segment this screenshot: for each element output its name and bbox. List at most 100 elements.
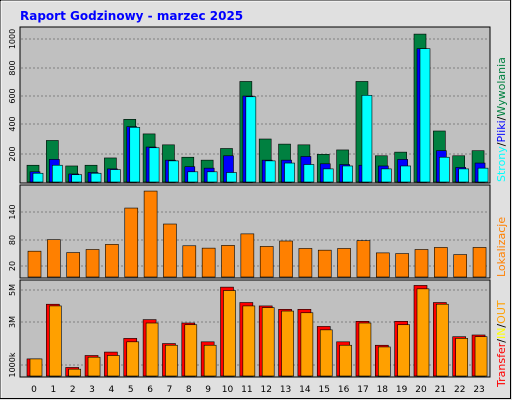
bar-lokalizacje-14 (298, 248, 313, 278)
bar-strony-0 (32, 172, 44, 183)
legend-pliki: Pliki (495, 120, 508, 142)
x-tick-label-9: 9 (205, 385, 211, 395)
bars-layer (21, 33, 489, 377)
bar-lokalizacje-11 (240, 233, 255, 278)
bar-out-16 (339, 344, 352, 377)
bar-lokalizacje-0 (27, 250, 42, 278)
x-tick-label-17: 17 (357, 385, 368, 395)
bar-strony-15 (322, 168, 334, 183)
bar-strony-13 (284, 162, 295, 183)
bar-strony-1 (52, 164, 63, 183)
bar-out-23 (474, 336, 488, 377)
bar-lokalizacje-6 (143, 190, 158, 278)
x-tick-label-4: 4 (109, 385, 115, 395)
y-tick-label: 140 (8, 204, 17, 219)
x-tick-label-23: 23 (473, 385, 484, 395)
bar-lokalizacje-13 (279, 240, 293, 278)
bar-out-2 (68, 368, 81, 377)
bar-out-14 (300, 312, 314, 377)
bar-lokalizacje-1 (47, 239, 61, 278)
bar-out-11 (242, 305, 256, 377)
x-tick-label-0: 0 (31, 385, 37, 395)
bar-strony-5 (129, 127, 141, 183)
x-tick-label-20: 20 (415, 385, 427, 395)
legend-lokalizacje: Lokalizacje (495, 217, 508, 277)
bar-lokalizacje-18 (375, 252, 390, 278)
bar-strony-8 (187, 171, 199, 183)
bar-out-4 (107, 355, 120, 377)
bar-strony-21 (439, 156, 450, 183)
bar-lokalizacje-20 (414, 249, 429, 278)
y-tick-label: 800 (8, 60, 17, 75)
bar-out-20 (416, 288, 430, 377)
bar-out-1 (49, 305, 62, 377)
bar-strony-18 (380, 168, 392, 183)
bar-out-15 (319, 329, 333, 377)
bar-lokalizacje-2 (66, 252, 80, 278)
legend-transfer: Transfer (495, 342, 508, 388)
bar-out-6 (145, 322, 159, 377)
x-tick-label-7: 7 (167, 385, 173, 395)
bar-strony-17 (361, 95, 373, 183)
bar-strony-20 (419, 48, 431, 183)
bar-out-7 (165, 344, 178, 377)
x-tick-label-21: 21 (435, 385, 446, 395)
bar-out-3 (87, 356, 101, 377)
bar-strony-4 (110, 169, 121, 183)
bar-out-13 (281, 310, 294, 377)
y-tick-labels: 200 400 600 800 1000 20 80 140 1000k 3M 5M (8, 29, 17, 378)
bar-strony-22 (458, 168, 470, 183)
bar-lokalizacje-8 (182, 245, 197, 278)
x-tick-label-22: 22 (454, 385, 465, 395)
legend-out: OUT (495, 300, 508, 324)
y-tick-label: 3M (8, 316, 17, 328)
y-tick-label: 200 (8, 146, 17, 161)
bar-lokalizacje-12 (259, 246, 274, 278)
transfer-legend: Transfer/IN/OUT (495, 300, 508, 388)
bar-out-9 (203, 344, 217, 377)
y-tick-label: 5M (8, 284, 17, 296)
legend-strony: Strony (495, 146, 508, 182)
bar-out-5 (126, 341, 140, 377)
y-tick-label: 400 (8, 116, 17, 131)
bar-out-0 (29, 358, 43, 377)
x-tick-labels: 0 1 2 3 4 5 6 7 8 9 10 11 12 13 14 15 16 17 18 19 20 21 22 23 (31, 385, 485, 395)
bar-strony-16 (342, 165, 353, 183)
bar-lokalizacje-7 (163, 223, 177, 278)
bar-strony-7 (168, 160, 179, 183)
x-tick-label-19: 19 (396, 385, 408, 395)
bar-lokalizacje-23 (472, 247, 487, 278)
x-tick-label-2: 2 (70, 385, 76, 395)
bar-out-17 (358, 322, 372, 377)
bar-strony-6 (148, 147, 160, 183)
bar-out-12 (261, 307, 275, 377)
bar-strony-2 (71, 174, 82, 183)
hits-legend: Strony/Pliki/Wywolania (495, 57, 508, 182)
x-tick-label-6: 6 (147, 385, 153, 395)
bar-lokalizacje-10 (221, 245, 235, 278)
y-tick-label: 80 (8, 235, 17, 245)
bar-strony-9 (206, 171, 218, 183)
legend-in: IN (495, 328, 508, 339)
bar-lokalizacje-4 (105, 244, 119, 278)
x-tick-label-18: 18 (377, 385, 389, 395)
bar-out-21 (436, 303, 449, 377)
x-tick-label-13: 13 (280, 385, 291, 395)
bar-lokalizacje-16 (337, 248, 351, 278)
bar-strony-11 (245, 96, 257, 183)
x-tick-label-10: 10 (222, 385, 234, 395)
bar-lokalizacje-22 (453, 254, 468, 278)
bar-out-22 (455, 338, 469, 377)
y-tick-label: 1000 (8, 29, 17, 49)
bar-strony-19 (400, 165, 411, 183)
bar-lokalizacje-19 (395, 253, 409, 278)
bar-strony-23 (477, 167, 489, 183)
bar-strony-14 (303, 164, 315, 183)
bar-out-8 (184, 324, 198, 377)
chart-title: Raport Godzinowy - marzec 2025 (20, 9, 243, 23)
bar-lokalizacje-21 (434, 247, 448, 278)
bar-strony-3 (90, 172, 102, 183)
bar-strony-10 (226, 172, 237, 183)
x-tick-label-14: 14 (299, 385, 311, 395)
